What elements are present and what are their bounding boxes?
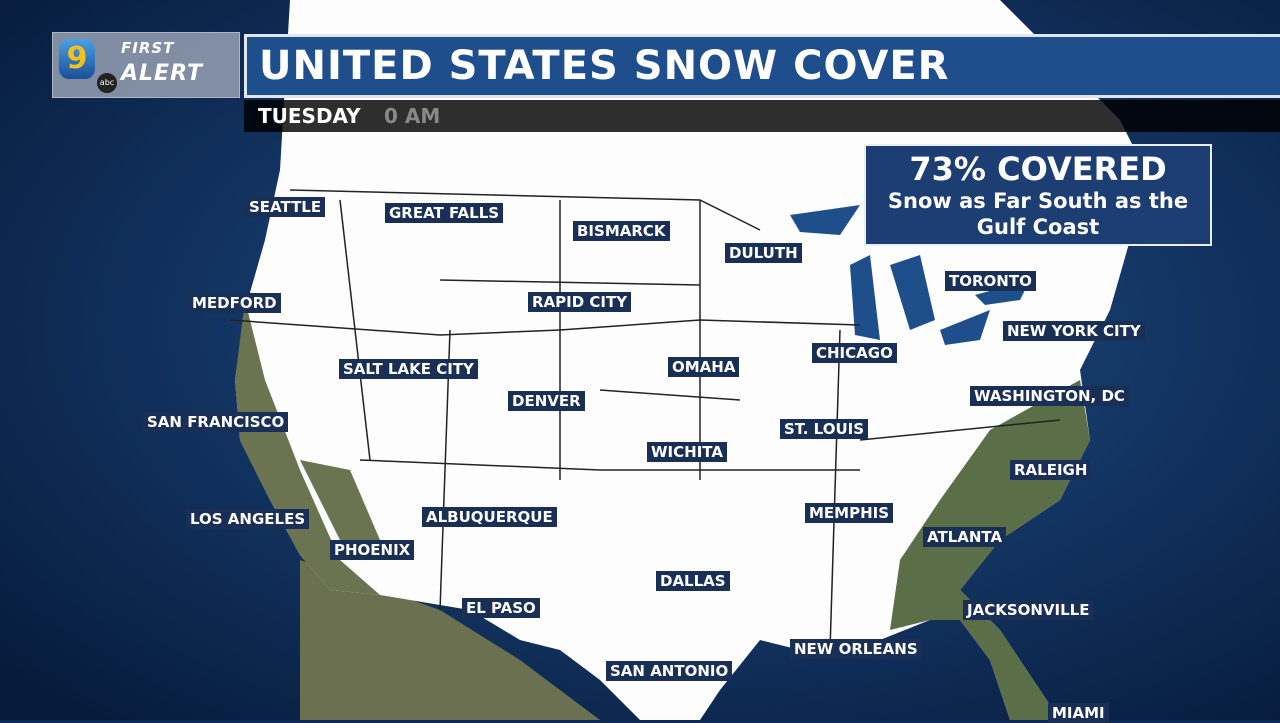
city-label: CHICAGO — [812, 343, 897, 363]
channel-9-icon: 9 — [59, 39, 95, 79]
coverage-info-box: 73% COVERED Snow as Far South as the Gul… — [864, 144, 1212, 246]
city-label: MEDFORD — [188, 293, 281, 313]
city-label: DALLAS — [656, 571, 730, 591]
coverage-line-2: Gulf Coast — [976, 215, 1100, 239]
logo-alert-text: ALERT — [121, 61, 204, 86]
coverage-headline: 73% COVERED — [909, 150, 1167, 188]
city-label: ST. LOUIS — [780, 419, 869, 439]
great-lakes — [790, 205, 1030, 345]
first-alert-logo: 9 abc FIRST ALERT — [52, 32, 240, 98]
city-label: SAN ANTONIO — [606, 661, 733, 681]
city-label: SAN FRANCISCO — [143, 412, 289, 432]
city-label: BISMARCK — [573, 221, 670, 241]
city-label: TORONTO — [945, 271, 1036, 291]
city-label: GREAT FALLS — [385, 203, 504, 223]
city-label: DENVER — [508, 391, 585, 411]
southwest-bare-ground — [235, 300, 380, 595]
city-label: PHOENIX — [330, 540, 415, 560]
city-label: MEMPHIS — [805, 503, 894, 523]
city-label: RAPID CITY — [528, 292, 632, 312]
coverage-line-1: Snow as Far South as the — [887, 189, 1189, 213]
city-label: JACKSONVILLE — [963, 600, 1094, 620]
city-label: RALEIGH — [1010, 460, 1092, 480]
city-label: MIAMI — [1048, 703, 1109, 723]
city-label: WICHITA — [647, 442, 727, 462]
title-bar: UNITED STATES SNOW COVER — [244, 34, 1280, 98]
city-label: EL PASO — [462, 598, 540, 618]
city-label: ATLANTA — [923, 527, 1007, 547]
abc-icon: abc — [97, 73, 117, 93]
city-label: LOS ANGELES — [186, 509, 310, 529]
city-label: SALT LAKE CITY — [339, 359, 478, 379]
page-title: UNITED STATES SNOW COVER — [259, 43, 950, 89]
city-label: WASHINGTON, DC — [970, 386, 1129, 406]
city-label: SEATTLE — [245, 197, 326, 217]
city-label: NEW ORLEANS — [790, 639, 922, 659]
city-label: DULUTH — [725, 243, 802, 263]
subtitle-day: TUESDAY — [258, 104, 361, 128]
mexico-land — [300, 560, 600, 720]
subtitle-bar: TUESDAY 0 AM — [244, 100, 1280, 132]
city-label: NEW YORK CITY — [1003, 321, 1145, 341]
logo-first-text: FIRST — [121, 39, 175, 57]
subtitle-time: 0 AM — [384, 104, 441, 128]
city-label: ALBUQUERQUE — [422, 507, 557, 527]
city-label: OMAHA — [668, 357, 740, 377]
